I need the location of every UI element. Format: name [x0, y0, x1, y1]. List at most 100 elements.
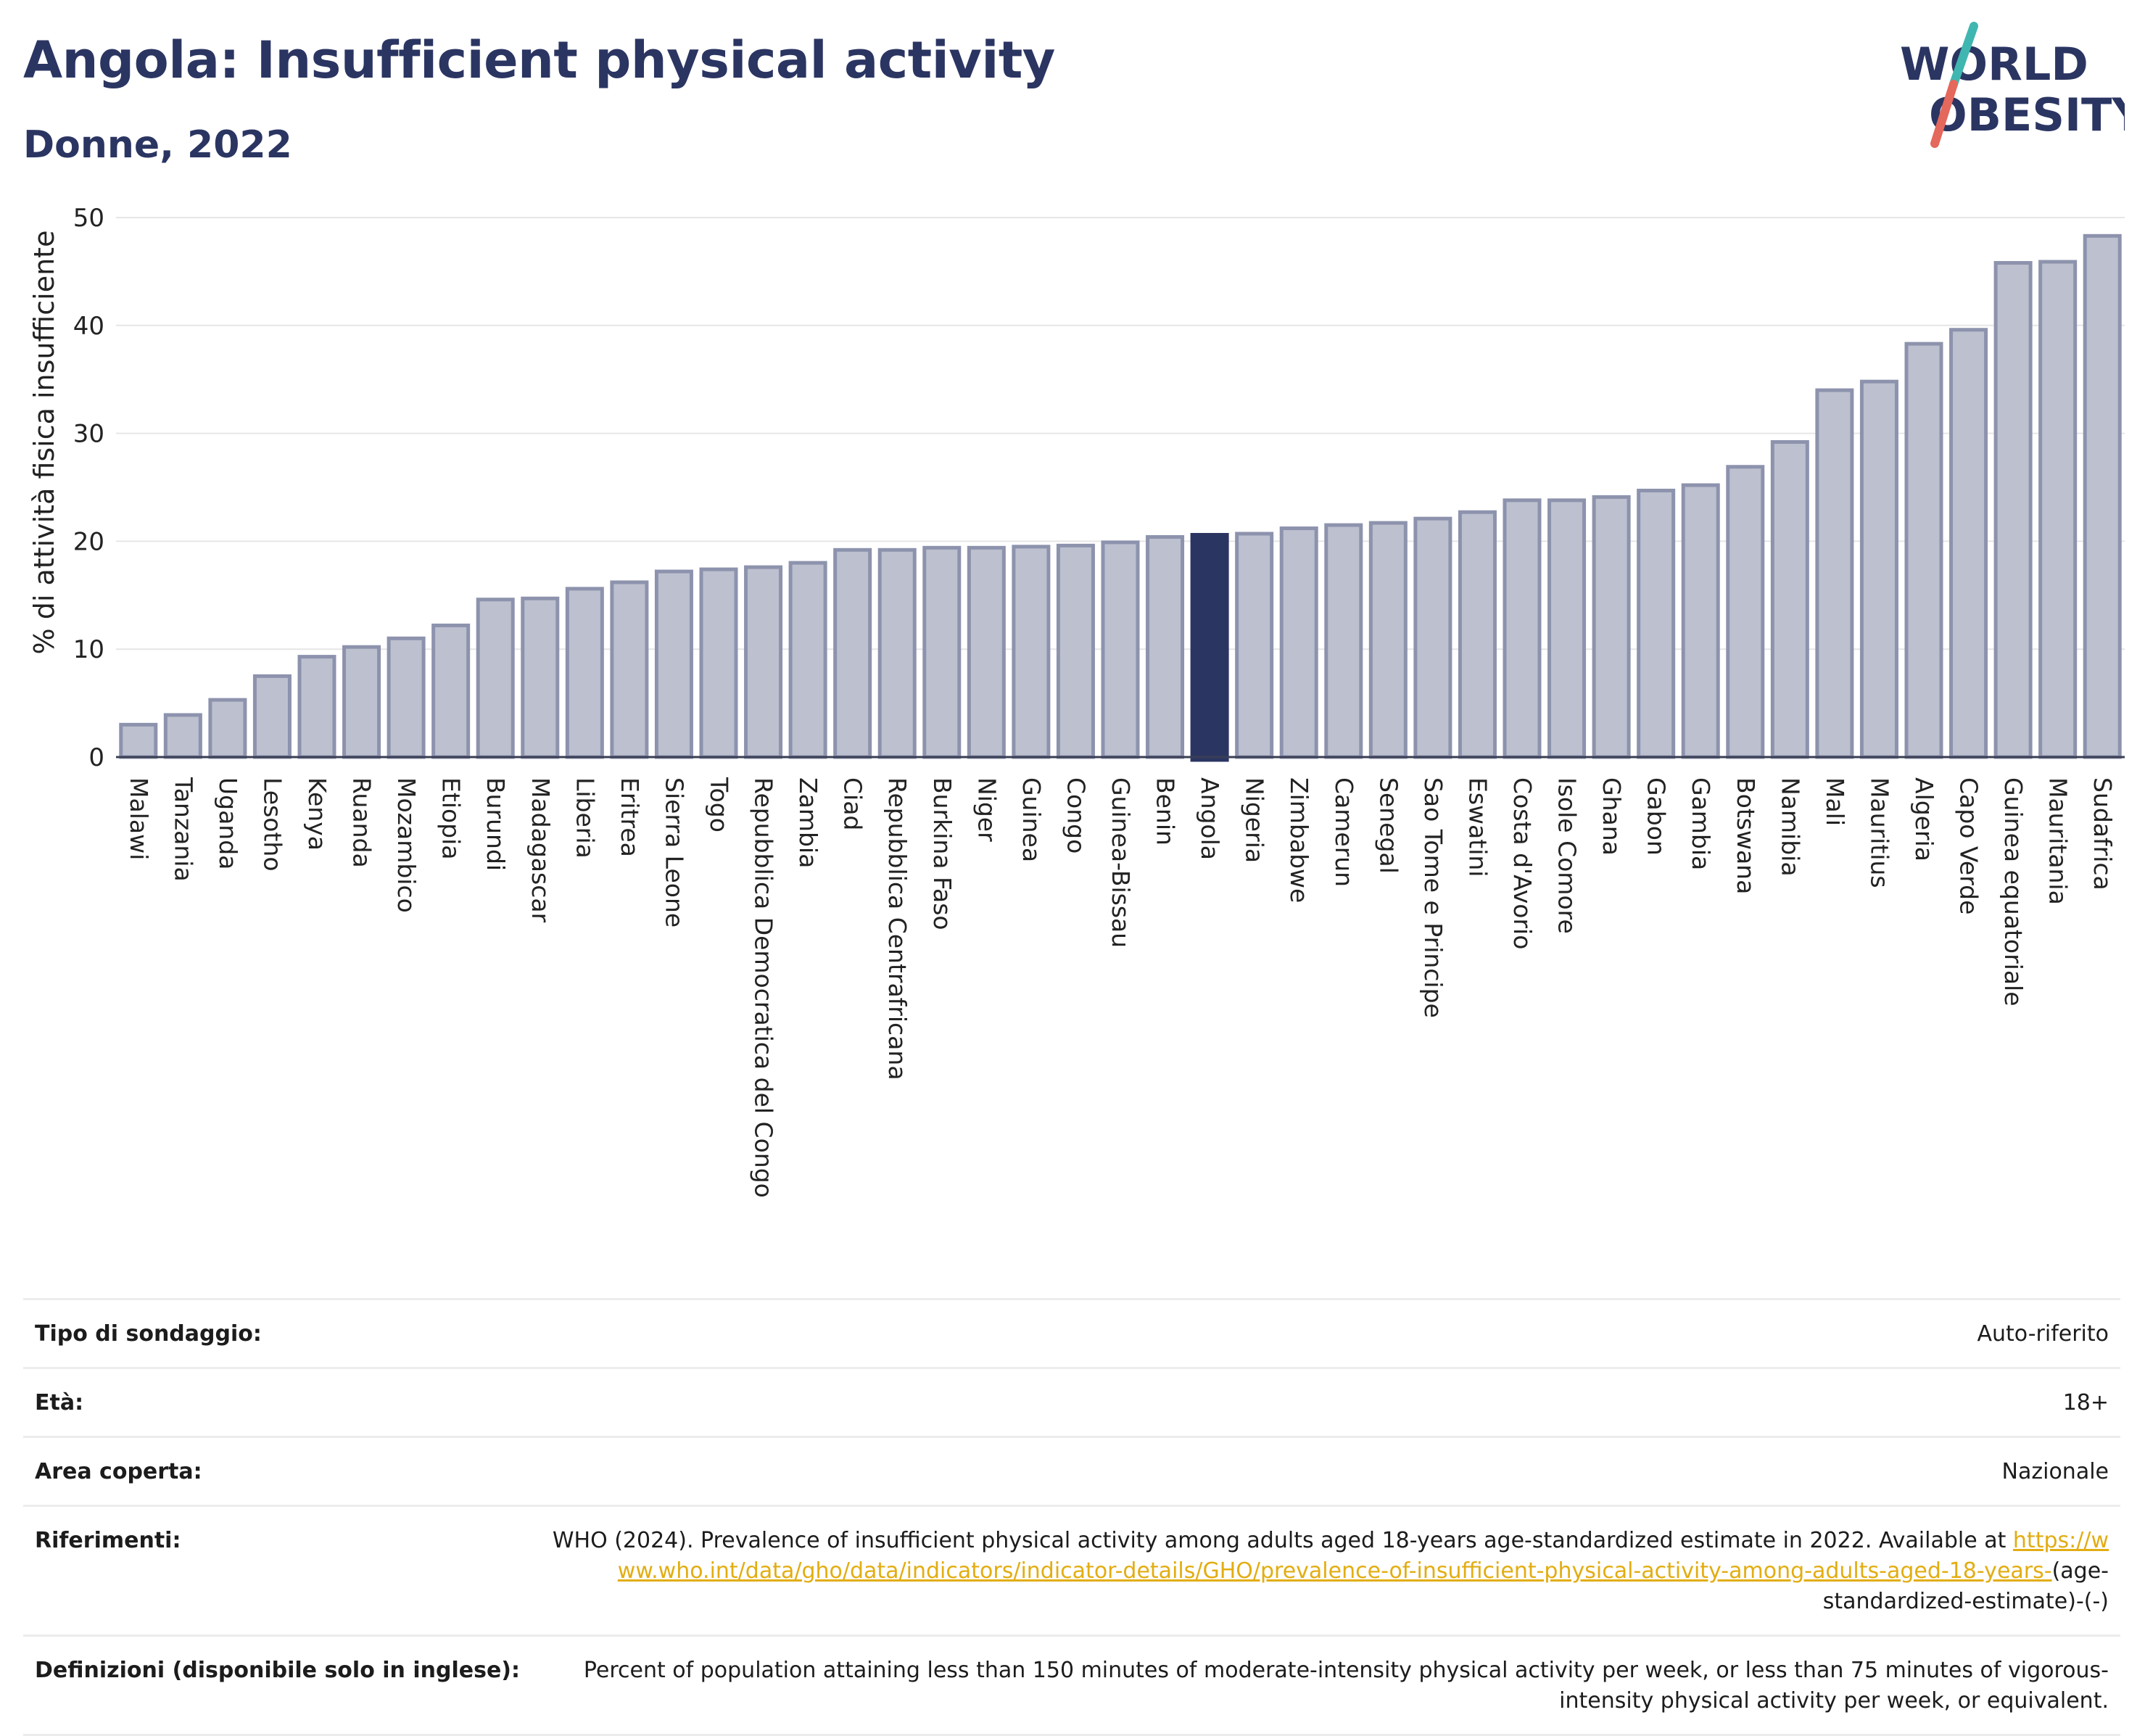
x-tick-label: Algeria — [1910, 777, 1938, 861]
y-tick-label: 10 — [73, 635, 104, 664]
x-tick-label: Sierra Leone — [660, 777, 688, 927]
info-label: Definizioni (disponibile solo in inglese… — [35, 1658, 520, 1683]
bar-sao-tome-e-principe — [1413, 516, 1452, 759]
bar-mauritius — [1859, 379, 1898, 759]
bar-sierra-leone — [654, 569, 693, 759]
x-tick-label: Madagascar — [526, 777, 555, 923]
x-tick-label: Mali — [1821, 777, 1849, 826]
info-label: Riferimenti: — [35, 1528, 181, 1553]
info-row-definitions: Definizioni (disponibile solo in inglese… — [23, 1634, 2120, 1736]
bar-ciad — [833, 547, 872, 759]
x-tick-label: Congo — [1062, 777, 1090, 853]
bar-isole-comore — [1547, 498, 1587, 759]
y-axis-label: % di attività fisica insufficiente — [28, 231, 60, 655]
bars — [119, 233, 2122, 762]
info-label: Area coperta: — [35, 1459, 202, 1484]
reference-text: WHO (2024). Prevalence of insufficient p… — [552, 1528, 2006, 1553]
info-row-references: Riferimenti: WHO (2024). Prevalence of i… — [23, 1505, 2120, 1634]
bar-gambia — [1681, 483, 1720, 759]
info-row-area: Area coperta: Nazionale — [23, 1436, 2120, 1505]
bar-guinea — [1012, 545, 1051, 759]
bar-niger — [967, 545, 1006, 759]
bar-capo-verde — [1949, 328, 1988, 759]
world-obesity-logo: WORLD OBESITY — [1900, 22, 2125, 148]
y-tick-label: 30 — [73, 420, 104, 449]
x-tick-label: Burkina Faso — [928, 777, 956, 930]
x-tick-label: Togo — [705, 777, 733, 832]
y-axis-ticks: 0 10 20 30 40 50 — [73, 204, 104, 772]
logo-line1: WORLD — [1900, 38, 2088, 91]
x-tick-label: Botswana — [1732, 777, 1760, 894]
x-tick-label: Isole Comore — [1553, 777, 1582, 934]
bar-congo — [1056, 543, 1095, 759]
x-tick-label: Namibia — [1776, 777, 1804, 877]
x-tick-label: Zambia — [794, 777, 822, 868]
x-tick-label: Senegal — [1374, 777, 1402, 874]
info-row-survey-type: Tipo di sondaggio: Auto-riferito — [23, 1298, 2120, 1367]
x-tick-label: Guinea — [1017, 777, 1046, 862]
x-tick-label: Repubblica Centrafricana — [883, 777, 912, 1080]
bar-zimbabwe — [1279, 526, 1318, 759]
x-tick-label: Mauritania — [2044, 777, 2072, 905]
bar-namibia — [1770, 440, 1809, 759]
bar-guinea-equatoriale — [1993, 260, 2033, 759]
x-tick-label: Lesotho — [258, 777, 286, 872]
x-tick-label: Mozambico — [392, 777, 421, 913]
bar-algeria — [1904, 342, 1943, 759]
reference-link[interactable]: https://www.who.int/data/gho/data/indica… — [617, 1528, 2109, 1584]
x-tick-label: Guinea equatoriale — [1999, 777, 2028, 1007]
bar-etiopia — [431, 623, 471, 759]
reference-text-after: (age-standardized-estimate)-(-) — [1822, 1558, 2109, 1614]
bar-angola — [1190, 532, 1229, 762]
x-tick-label: Ghana — [1598, 777, 1626, 856]
bar-camerun — [1324, 523, 1363, 759]
x-tick-label: Gabon — [1642, 777, 1671, 856]
x-tick-label: Sudafrica — [2088, 777, 2117, 890]
x-tick-label: Camerun — [1330, 777, 1358, 887]
bar-repubblica-democratica-del-congo — [744, 565, 783, 759]
info-row-age: Età: 18+ — [23, 1367, 2120, 1436]
x-tick-label: Ciad — [839, 777, 867, 830]
info-value: 18+ — [2062, 1390, 2109, 1415]
info-value: WHO (2024). Prevalence of insufficient p… — [550, 1526, 2109, 1617]
bar-madagascar — [521, 596, 560, 759]
x-tick-label: Costa d'Avorio — [1508, 777, 1537, 949]
bar-sudafrica — [2083, 233, 2122, 759]
x-tick-label: Eritrea — [616, 777, 644, 857]
bar-ruanda — [342, 645, 381, 759]
x-tick-label: Eswatini — [1463, 777, 1492, 877]
info-table: Tipo di sondaggio: Auto-riferito Età: 18… — [23, 1298, 2120, 1736]
x-tick-label: Ruanda — [348, 777, 376, 868]
x-tick-label: Kenya — [303, 777, 331, 851]
bar-burundi — [476, 598, 515, 759]
x-tick-label: Sao Tome e Principe — [1419, 777, 1447, 1018]
chart-title: Angola: Insufficient physical activity — [23, 30, 1055, 90]
x-tick-label: Tanzania — [169, 777, 197, 882]
info-label: Tipo di sondaggio: — [35, 1321, 262, 1347]
bar-togo — [699, 567, 738, 759]
bar-kenya — [297, 655, 336, 759]
x-tick-label: Burundi — [482, 777, 510, 871]
x-tick-label: Mauritius — [1865, 777, 1893, 888]
x-tick-label: Zimbabwe — [1285, 777, 1313, 903]
bar-chart: 0 10 20 30 40 50 Malawi Tanzania Uganda Lesotho K… — [28, 204, 2125, 1198]
x-tick-label: Niger — [972, 777, 1001, 842]
bar-burkina-faso — [922, 545, 962, 759]
x-tick-label: Nigeria — [1241, 777, 1269, 863]
x-axis-labels: Malawi Tanzania Uganda Lesotho Kenya Ruanda Mo… — [125, 777, 2117, 1198]
x-tick-label: Guinea-Bissau — [1107, 777, 1135, 948]
x-tick-label: Liberia — [571, 777, 599, 859]
y-tick-label: 40 — [73, 312, 104, 341]
x-tick-label: Repubblica Democratica del Congo — [750, 777, 778, 1198]
y-tick-label: 20 — [73, 527, 104, 556]
logo-slash-teal-icon — [1949, 22, 1978, 88]
x-tick-label: Capo Verde — [1955, 777, 1983, 914]
bar-eritrea — [610, 580, 649, 759]
x-tick-label: Malawi — [125, 777, 153, 860]
logo-line2: OBESITY — [1929, 88, 2125, 141]
x-tick-label: Angola — [1196, 777, 1224, 860]
bar-ghana — [1592, 495, 1631, 759]
bar-lesotho — [252, 674, 292, 759]
x-tick-label: Gambia — [1687, 777, 1715, 870]
bar-nigeria — [1235, 532, 1274, 759]
